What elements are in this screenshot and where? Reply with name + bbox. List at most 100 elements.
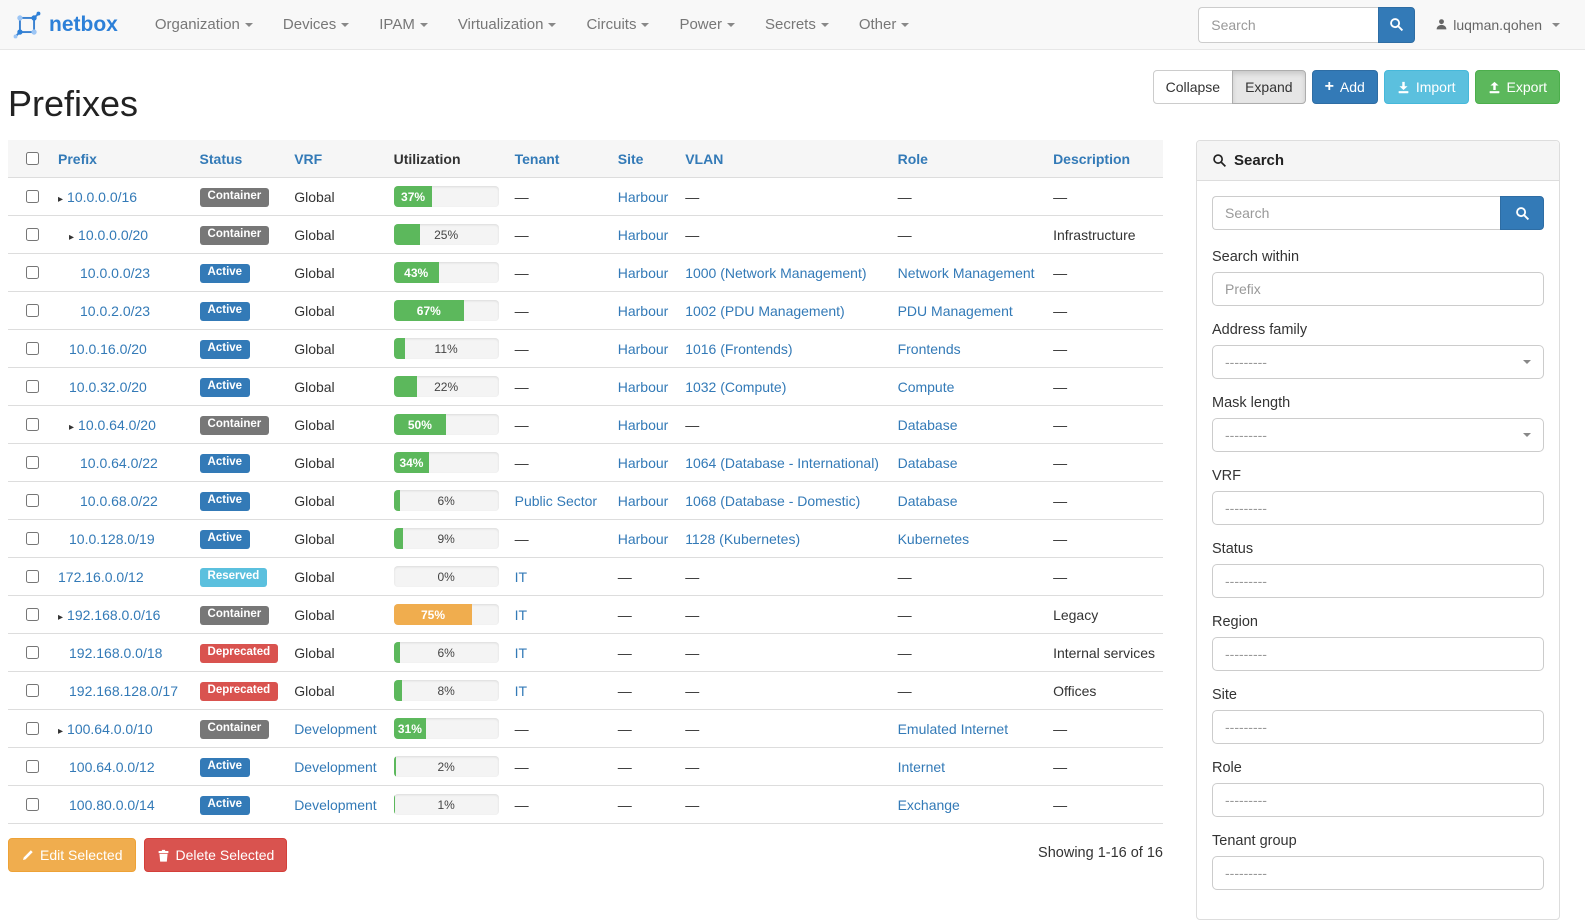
nav-menu-devices[interactable]: Devices	[268, 0, 364, 50]
expand-arrow-icon[interactable]: ▸	[69, 231, 75, 243]
prefix-link[interactable]: 100.64.0.0/10	[67, 720, 153, 737]
edit-selected-button[interactable]: Edit Selected	[8, 838, 136, 872]
prefix-link[interactable]: 192.168.0.0/16	[67, 606, 161, 623]
vlan-link[interactable]: 1016 (Frontends)	[685, 340, 793, 357]
role-link[interactable]: Compute	[897, 378, 955, 395]
filter-select-region[interactable]: ---------	[1212, 637, 1544, 671]
role-link[interactable]: Frontends	[897, 340, 961, 357]
column-header-prefix[interactable]: Prefix	[50, 140, 192, 178]
vrf-link[interactable]: Development	[294, 720, 377, 737]
row-checkbox[interactable]	[26, 456, 39, 469]
nav-menu-secrets[interactable]: Secrets	[750, 0, 844, 50]
select-all-checkbox[interactable]	[26, 152, 39, 165]
row-checkbox[interactable]	[26, 684, 39, 697]
row-checkbox[interactable]	[26, 190, 39, 203]
role-link[interactable]: Exchange	[897, 796, 960, 813]
row-checkbox[interactable]	[26, 228, 39, 241]
add-button[interactable]: + Add	[1311, 70, 1378, 104]
navbar-search-input[interactable]	[1198, 6, 1379, 43]
tenant-link[interactable]: IT	[514, 568, 528, 585]
tenant-link[interactable]: Public Sector	[514, 492, 598, 509]
prefix-link[interactable]: 10.0.0.0/23	[80, 264, 151, 281]
filter-input-search-within[interactable]	[1212, 272, 1544, 306]
filter-select-mask-length[interactable]: ---------	[1212, 418, 1544, 452]
role-link[interactable]: Emulated Internet	[897, 720, 1009, 737]
row-checkbox[interactable]	[26, 570, 39, 583]
nav-menu-other[interactable]: Other	[844, 0, 925, 50]
role-link[interactable]: Kubernetes	[897, 530, 970, 547]
prefix-link[interactable]: 10.0.0.0/16	[67, 188, 138, 205]
row-checkbox[interactable]	[26, 760, 39, 773]
site-link[interactable]: Harbour	[617, 340, 669, 357]
filter-select-tenant-group[interactable]: ---------	[1212, 856, 1544, 890]
nav-menu-virtualization[interactable]: Virtualization	[443, 0, 572, 50]
prefix-link[interactable]: 10.0.64.0/22	[80, 454, 158, 471]
expand-arrow-icon[interactable]: ▸	[58, 611, 64, 623]
import-button[interactable]: Import	[1383, 70, 1469, 104]
navbar-search-button[interactable]	[1378, 6, 1416, 43]
site-link[interactable]: Harbour	[617, 378, 669, 395]
netbox-brand[interactable]: netbox	[12, 10, 118, 40]
nav-menu-organization[interactable]: Organization	[140, 0, 268, 50]
site-link[interactable]: Harbour	[617, 454, 669, 471]
column-header-vlan[interactable]: VLAN	[677, 140, 890, 178]
prefix-link[interactable]: 192.168.0.0/18	[69, 644, 163, 661]
column-header-role[interactable]: Role	[889, 140, 1046, 178]
prefix-link[interactable]: 10.0.2.0/23	[80, 302, 151, 319]
delete-selected-button[interactable]: Delete Selected	[143, 838, 288, 872]
column-header-vrf[interactable]: VRF	[286, 140, 386, 178]
prefix-link[interactable]: 10.0.0.0/20	[78, 226, 149, 243]
expand-arrow-icon[interactable]: ▸	[58, 193, 64, 205]
expand-arrow-icon[interactable]: ▸	[58, 725, 64, 737]
filter-select-status[interactable]: ---------	[1212, 564, 1544, 598]
vlan-link[interactable]: 1068 (Database - Domestic)	[685, 492, 861, 509]
site-link[interactable]: Harbour	[617, 416, 669, 433]
vlan-link[interactable]: 1000 (Network Management)	[685, 264, 867, 281]
vlan-link[interactable]: 1032 (Compute)	[685, 378, 787, 395]
filter-search-button[interactable]	[1500, 196, 1544, 230]
export-button[interactable]: Export	[1474, 70, 1560, 104]
row-checkbox[interactable]	[26, 304, 39, 317]
row-checkbox[interactable]	[26, 722, 39, 735]
column-header-description[interactable]: Description	[1045, 140, 1163, 178]
row-checkbox[interactable]	[26, 418, 39, 431]
site-link[interactable]: Harbour	[617, 302, 669, 319]
site-link[interactable]: Harbour	[617, 264, 669, 281]
prefix-link[interactable]: 10.0.68.0/22	[80, 492, 158, 509]
prefix-link[interactable]: 10.0.128.0/19	[69, 530, 155, 547]
tenant-link[interactable]: IT	[514, 606, 528, 623]
role-link[interactable]: Network Management	[897, 264, 1035, 281]
filter-search-input[interactable]	[1212, 196, 1500, 230]
vlan-link[interactable]: 1002 (PDU Management)	[685, 302, 845, 319]
prefix-link[interactable]: 100.64.0.0/12	[69, 758, 155, 775]
vrf-link[interactable]: Development	[294, 796, 377, 813]
site-link[interactable]: Harbour	[617, 188, 669, 205]
role-link[interactable]: Internet	[897, 758, 946, 775]
row-checkbox[interactable]	[26, 608, 39, 621]
role-link[interactable]: Database	[897, 454, 958, 471]
column-header-tenant[interactable]: Tenant	[506, 140, 610, 178]
prefix-link[interactable]: 172.16.0.0/12	[58, 568, 144, 585]
user-menu[interactable]: luqman.qohen	[1435, 17, 1560, 33]
nav-menu-circuits[interactable]: Circuits	[571, 0, 664, 50]
vrf-link[interactable]: Development	[294, 758, 377, 775]
collapse-button[interactable]: Collapse	[1152, 70, 1234, 104]
filter-select-role[interactable]: ---------	[1212, 783, 1544, 817]
vlan-link[interactable]: 1064 (Database - International)	[685, 454, 879, 471]
column-header-site[interactable]: Site	[609, 140, 678, 178]
nav-menu-power[interactable]: Power	[664, 0, 750, 50]
tenant-link[interactable]: IT	[514, 682, 528, 699]
site-link[interactable]: Harbour	[617, 226, 669, 243]
prefix-link[interactable]: 10.0.16.0/20	[69, 340, 147, 357]
vlan-link[interactable]: 1128 (Kubernetes)	[685, 530, 801, 547]
nav-menu-ipam[interactable]: IPAM	[364, 0, 443, 50]
row-checkbox[interactable]	[26, 266, 39, 279]
prefix-link[interactable]: 100.80.0.0/14	[69, 796, 155, 813]
row-checkbox[interactable]	[26, 342, 39, 355]
role-link[interactable]: PDU Management	[897, 302, 1013, 319]
row-checkbox[interactable]	[26, 798, 39, 811]
filter-select-vrf[interactable]: ---------	[1212, 491, 1544, 525]
expand-arrow-icon[interactable]: ▸	[69, 421, 75, 433]
row-checkbox[interactable]	[26, 494, 39, 507]
filter-select-address-family[interactable]: ---------	[1212, 345, 1544, 379]
